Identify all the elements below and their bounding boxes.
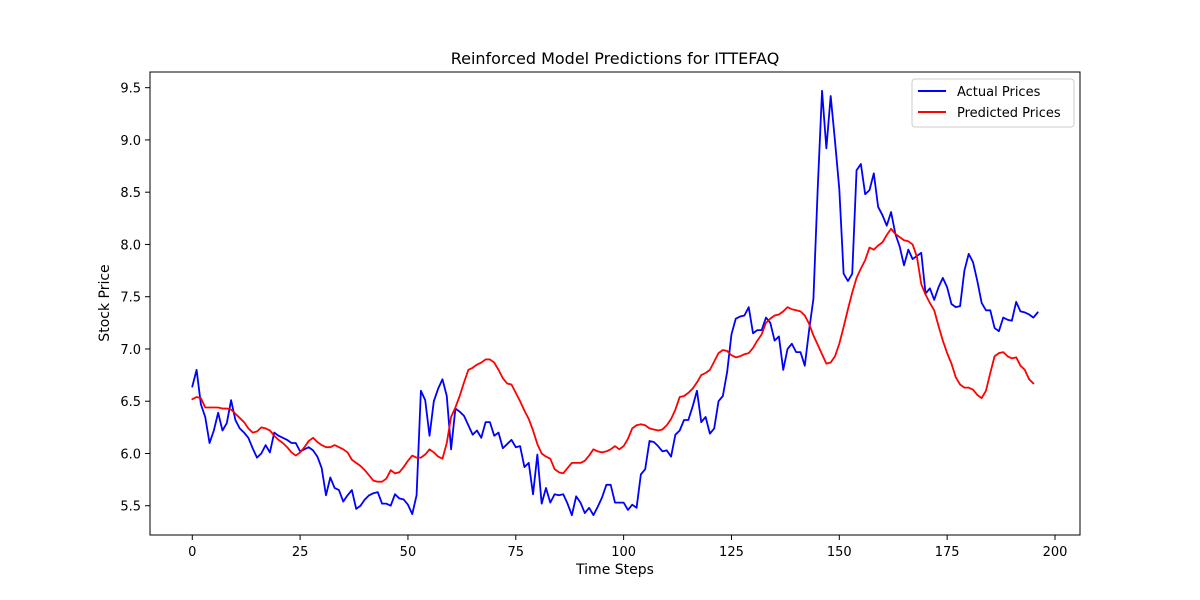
legend-label-actual: Actual Prices [957, 85, 1041, 100]
x-axis-title: Time Steps [575, 562, 654, 578]
series-line-actual-prices [191, 89, 1039, 517]
x-tick-label: 0 [188, 545, 196, 560]
x-tick-label: 100 [611, 545, 636, 560]
y-tick-label: 6.0 [120, 447, 141, 462]
legend: Actual Prices Predicted Prices [911, 78, 1075, 128]
y-tick-label: 7.5 [120, 291, 141, 306]
y-tick-label: 7.0 [120, 343, 141, 358]
plot-frame [149, 71, 1081, 536]
y-tick-label: 8.0 [120, 238, 141, 253]
series-line-predicted-prices [191, 227, 1035, 483]
y-axis-title: Stock Price [97, 264, 113, 341]
series-layer [191, 89, 1039, 517]
x-axis: 0 25 50 75 100 125 150 175 200 [188, 535, 1067, 560]
y-tick-label: 8.5 [120, 186, 141, 201]
legend-label-predicted: Predicted Prices [957, 106, 1061, 121]
y-tick-label: 9.5 [120, 82, 141, 97]
legend-box [911, 78, 1075, 128]
y-tick-label: 5.5 [120, 500, 141, 515]
chart-title: Reinforced Model Predictions for ITTEFAQ [451, 49, 780, 68]
x-tick-label: 200 [1043, 545, 1068, 560]
x-tick-label: 175 [935, 545, 960, 560]
x-tick-label: 50 [400, 545, 417, 560]
y-tick-label: 6.5 [120, 395, 141, 410]
y-tick-label: 9.0 [120, 134, 141, 149]
x-tick-label: 150 [827, 545, 852, 560]
x-tick-label: 125 [719, 545, 744, 560]
x-tick-label: 25 [292, 545, 309, 560]
x-tick-label: 75 [508, 545, 525, 560]
y-axis: 5.5 6.0 6.5 7.0 7.5 8.0 8.5 9.0 9.5 [120, 82, 150, 515]
